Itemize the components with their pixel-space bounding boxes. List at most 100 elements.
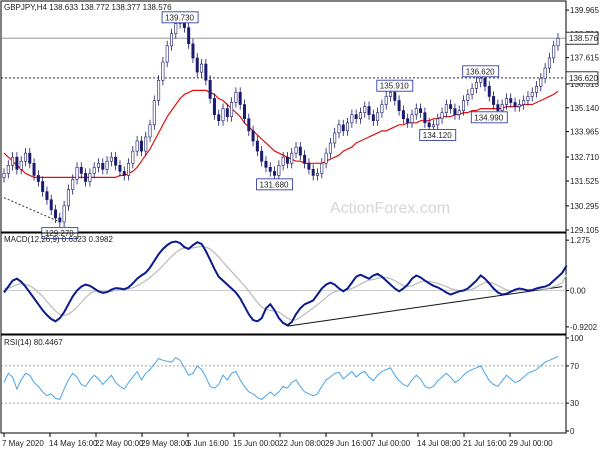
candle-body [363, 106, 367, 113]
y-tick-label: 135.140 [570, 104, 599, 113]
candle-body [75, 167, 79, 180]
candle-body [311, 169, 315, 176]
candle-body [251, 130, 255, 142]
y-tick-label: 131.525 [570, 177, 599, 186]
candle-body [371, 114, 375, 122]
price-label-box [462, 65, 500, 78]
candle-body [41, 181, 45, 192]
rsi-panel-frame [0, 334, 567, 434]
candle-body [393, 92, 397, 101]
candle-body [397, 100, 401, 111]
candle-body [79, 167, 83, 174]
candle-body [260, 150, 264, 162]
candle-body [54, 209, 58, 219]
candle-body [174, 23, 178, 34]
candle-body [122, 171, 126, 176]
candle-body [268, 167, 272, 172]
candle-body [320, 162, 324, 174]
candle-body [406, 118, 410, 124]
candle-body [530, 92, 534, 97]
y-tick-label: 30 [570, 399, 579, 408]
x-tick-label: 21 Jul 16:00 [463, 439, 507, 448]
candle-body [483, 77, 487, 87]
price-label: 135.910 [380, 82, 409, 91]
price-label: 139.730 [165, 13, 194, 22]
candle-body [517, 104, 521, 107]
candle-body [496, 104, 500, 111]
candle-body [157, 79, 161, 101]
price-label: 134.990 [474, 113, 503, 122]
rsi-grid [1, 365, 566, 404]
candle-body [191, 43, 195, 59]
candle-body [62, 205, 66, 223]
candle-body [212, 98, 216, 115]
candle-body [487, 86, 491, 97]
x-tick-label: 5 Jun 16:00 [187, 439, 229, 448]
price-label-box [376, 79, 414, 92]
y-tick-label: -0.9202 [570, 323, 598, 332]
candle-body [36, 175, 40, 182]
candle-body [328, 142, 332, 154]
y-tick-label: 0.00 [570, 287, 586, 296]
candle-body [552, 45, 556, 59]
y-tick-label: 137.615 [570, 54, 599, 63]
candle-body [28, 152, 32, 164]
ma-line [3, 89, 559, 178]
candle-body [264, 160, 268, 168]
rsi-panel: 100 70 30 0 RSI(14) 80.4467 [0, 334, 584, 436]
candle-body [23, 152, 27, 162]
candle-body [105, 160, 109, 170]
price-label: 136.620 [466, 67, 495, 76]
candle-body [556, 37, 560, 47]
candle-body [504, 98, 508, 105]
candle-body [6, 164, 10, 174]
candle-body [376, 112, 380, 122]
candle-body [466, 94, 470, 101]
candle-body [470, 88, 474, 95]
candle-body [49, 199, 53, 211]
candle-body [225, 108, 229, 117]
price-grid [1, 37, 566, 223]
candle-body [341, 124, 345, 132]
y-tick-label: 130.295 [570, 202, 599, 211]
candle-body [414, 108, 418, 115]
candle-body [500, 104, 504, 111]
candle-body [273, 171, 277, 176]
price-label: 131.680 [260, 180, 289, 189]
y-tick-label: 139.965 [570, 6, 599, 15]
candle-body [92, 167, 96, 174]
candle-body [285, 156, 289, 164]
candle-body [230, 102, 234, 117]
candle-body [247, 118, 251, 132]
x-tick-label: 14 May 16:00 [49, 439, 98, 448]
candle-body [444, 104, 448, 113]
price-panel-frame [0, 0, 567, 233]
candle-body [457, 110, 461, 115]
macd-lines-layer [3, 240, 568, 327]
candle-body [88, 173, 92, 182]
watermark: ActionForex.com [330, 200, 450, 217]
candle-body [71, 179, 75, 190]
price-candles-layer [2, 12, 560, 228]
last-price-tag [565, 31, 599, 45]
candle-body [367, 106, 371, 115]
candle-body [539, 77, 543, 87]
candle-body [217, 114, 221, 122]
candle-body [449, 104, 453, 109]
candle-body [208, 79, 212, 99]
price-label: 129.270 [45, 229, 74, 238]
candle-body [204, 63, 208, 81]
candle-body [109, 156, 113, 162]
candle-body [144, 136, 148, 152]
y-tick-label: 100 [570, 334, 584, 343]
candle-body [543, 67, 547, 79]
macd-line [3, 240, 568, 327]
last-price-tag-label: 138.576 [569, 34, 598, 43]
candle-body [384, 96, 388, 105]
x-tick-label: 14 Jul 08:00 [417, 439, 461, 448]
price-ma-layer [3, 89, 559, 178]
rsi-y-ticks: 100 70 30 0 [566, 334, 584, 436]
candle-body [152, 100, 156, 126]
candle-body [96, 162, 100, 168]
